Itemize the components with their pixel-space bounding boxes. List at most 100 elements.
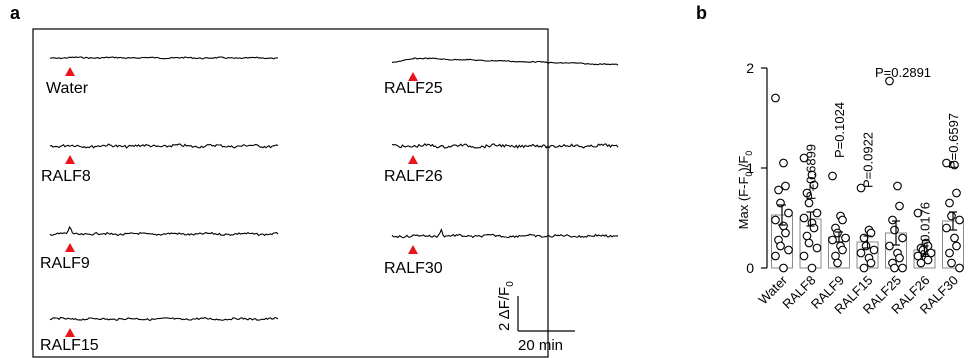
data-point — [866, 228, 876, 238]
data-point — [856, 183, 866, 193]
data-point — [831, 251, 840, 261]
data-point — [913, 251, 923, 261]
data-point — [779, 221, 788, 231]
data-point — [781, 228, 790, 238]
data-point — [955, 263, 964, 273]
trace-ralf30 — [391, 228, 619, 239]
trace-label: RALF25 — [384, 80, 443, 97]
data-point — [771, 93, 780, 103]
data-point — [776, 241, 785, 251]
data-point — [859, 233, 869, 243]
data-point — [890, 263, 899, 273]
p-value-label: P=0.2891 — [875, 65, 931, 80]
stimulus-marker — [65, 155, 75, 164]
data-point — [833, 258, 842, 268]
scale-bar-x-label: 20 min — [518, 337, 563, 354]
trace-ralf8 — [49, 143, 279, 149]
p-value-label: P=0.0176 — [918, 202, 933, 258]
data-point — [809, 180, 819, 190]
trace-label: RALF26 — [384, 168, 443, 185]
stimulus-marker — [65, 67, 75, 76]
data-point — [866, 258, 876, 268]
data-point — [856, 248, 866, 258]
data-point — [895, 253, 904, 263]
trace-label: RALF30 — [384, 260, 443, 277]
data-point — [942, 223, 951, 233]
panel-a-label: a — [10, 3, 21, 23]
data-point — [799, 251, 809, 261]
data-point — [812, 208, 822, 218]
data-point — [809, 223, 819, 233]
data-point — [895, 201, 904, 211]
data-point — [802, 188, 812, 198]
data-point — [859, 263, 869, 273]
stimulus-marker — [408, 155, 418, 164]
stimulus-marker — [65, 328, 75, 337]
data-point — [952, 241, 961, 251]
data-point — [888, 215, 897, 225]
data-point — [774, 185, 783, 195]
trace-ralf9 — [49, 225, 279, 237]
data-point — [952, 188, 961, 198]
data-point — [838, 245, 847, 255]
data-point — [833, 228, 842, 238]
data-point — [828, 171, 837, 181]
data-point — [898, 263, 907, 273]
data-point — [950, 160, 959, 170]
trace-label: RALF9 — [40, 255, 90, 272]
stimulus-marker — [65, 243, 75, 252]
trace-group: Water RALF8 RALF9 RALF15 RALF25 RALF26 RALF30 — [40, 56, 619, 354]
data-point — [804, 198, 814, 208]
data-point — [945, 248, 954, 258]
trace-ralf25 — [391, 57, 619, 66]
p-value-label: P=0.6899 — [804, 144, 819, 200]
data-point — [828, 235, 837, 245]
data-point — [861, 241, 871, 251]
data-point — [945, 198, 954, 208]
y-tick-label: 2 — [746, 60, 754, 76]
data-point — [784, 245, 793, 255]
data-point — [898, 233, 907, 243]
scale-bar-y-label: 2 ΔF/F0 — [496, 281, 516, 331]
trace-label: RALF15 — [40, 337, 99, 354]
data-point — [838, 215, 847, 225]
data-point — [947, 211, 956, 221]
y-ticks: 0 1 2 — [746, 60, 767, 276]
data-point — [807, 263, 817, 273]
y-tick-label: 0 — [746, 260, 754, 276]
p-value-label: P=0.6597 — [946, 113, 961, 169]
data-point — [771, 251, 780, 261]
panel-a-frame — [32, 28, 549, 358]
data-point — [913, 208, 923, 218]
y-axis-label: Max (F-F0)/F0 — [736, 151, 754, 230]
trace-ralf26 — [391, 142, 619, 149]
data-point — [955, 215, 964, 225]
trace-label: Water — [46, 80, 89, 97]
data-point — [779, 158, 788, 168]
data-point — [885, 241, 894, 251]
data-point — [779, 263, 788, 273]
data-point — [776, 198, 785, 208]
trace-label: RALF8 — [41, 168, 91, 185]
scale-bar: 2 ΔF/F0 20 min — [496, 281, 575, 354]
p-value-label: P=0.0922 — [861, 132, 876, 188]
data-point — [781, 181, 790, 191]
y-tick-label: 1 — [746, 160, 754, 176]
data-point — [916, 258, 926, 268]
data-point — [812, 243, 822, 253]
trace-ralf15 — [49, 316, 279, 321]
data-point — [804, 238, 814, 248]
data-point — [869, 245, 879, 255]
data-point — [802, 231, 812, 241]
data-point — [799, 213, 809, 223]
data-point — [947, 258, 956, 268]
data-point — [771, 215, 780, 225]
pvalue-group: P=0.6899 P=0.1024 P=0.0922 P=0.2891 P=0.0176… — [804, 65, 962, 258]
data-point — [942, 158, 951, 168]
data-point — [950, 233, 959, 243]
trace-water — [49, 56, 279, 60]
data-point — [807, 170, 817, 180]
panel-b-label: b — [696, 3, 707, 23]
